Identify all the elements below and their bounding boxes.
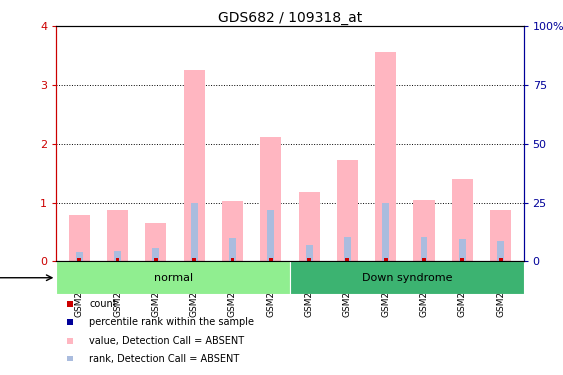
Bar [290, 261, 328, 291]
Bar [231, 258, 234, 261]
Text: rank, Detection Call = ABSENT: rank, Detection Call = ABSENT [89, 354, 239, 364]
Bar [452, 179, 473, 261]
Bar [137, 261, 175, 291]
Bar [306, 245, 312, 261]
Bar [252, 261, 290, 291]
Bar [154, 258, 158, 261]
Bar [405, 261, 443, 291]
Bar [422, 258, 426, 261]
Bar [115, 258, 119, 261]
Bar [222, 201, 243, 261]
Bar [337, 160, 358, 261]
Bar [382, 202, 389, 261]
Bar [60, 261, 99, 291]
Bar [443, 261, 481, 291]
Bar [77, 258, 81, 261]
Bar [145, 223, 167, 261]
Bar [69, 216, 90, 261]
Bar [184, 70, 205, 261]
Bar [499, 258, 503, 261]
Bar [114, 251, 121, 261]
Bar [107, 210, 128, 261]
Bar [229, 238, 236, 261]
Bar [191, 202, 198, 261]
Bar [413, 200, 435, 261]
Bar [497, 241, 504, 261]
Bar [213, 261, 252, 291]
Text: Down syndrome: Down syndrome [361, 273, 452, 283]
Bar [267, 210, 274, 261]
Bar [375, 51, 396, 261]
Bar [490, 210, 511, 261]
Text: percentile rank within the sample: percentile rank within the sample [89, 318, 254, 327]
Bar [307, 258, 311, 261]
Bar [344, 237, 351, 261]
Bar [346, 258, 349, 261]
Bar [481, 261, 520, 291]
Bar [193, 258, 196, 261]
Bar [76, 252, 83, 261]
Bar [260, 137, 282, 261]
Bar [461, 258, 464, 261]
Bar [298, 192, 320, 261]
Text: count: count [89, 299, 117, 309]
Bar [56, 261, 290, 294]
Bar [459, 239, 466, 261]
Text: normal: normal [154, 273, 193, 283]
Bar [269, 258, 272, 261]
Bar [175, 261, 213, 291]
Bar [99, 261, 137, 291]
Bar [153, 248, 159, 261]
Bar [290, 261, 524, 294]
Bar [328, 261, 367, 291]
Bar [367, 261, 405, 291]
Text: value, Detection Call = ABSENT: value, Detection Call = ABSENT [89, 336, 244, 346]
Bar [421, 237, 427, 261]
Title: GDS682 / 109318_at: GDS682 / 109318_at [218, 11, 362, 25]
Bar [384, 258, 387, 261]
